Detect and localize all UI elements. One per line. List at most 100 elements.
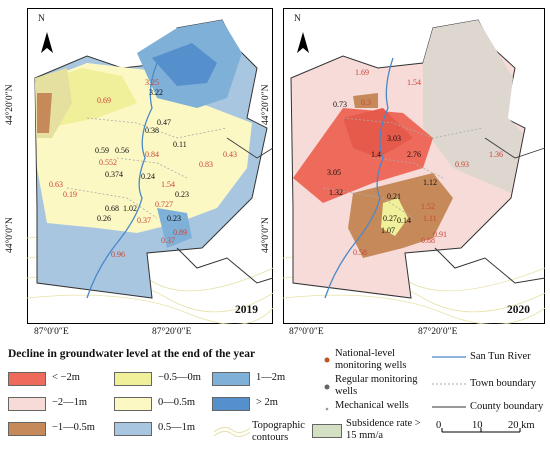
well-value: 0.56: [115, 146, 129, 155]
well-value: 1.52: [421, 202, 435, 211]
well-value: 3.05: [327, 168, 341, 177]
well-value: 1.07: [381, 226, 395, 235]
legend-national: National-level monitoring wells: [335, 348, 407, 371]
county-boundary-icon: [432, 406, 466, 408]
well-value: 0.37: [161, 236, 175, 245]
well-value: 1.4: [371, 150, 381, 159]
lon-label-right-2: 87°20′0″E: [418, 327, 458, 337]
north-label: N: [38, 14, 45, 24]
well-value: 0.69: [97, 96, 111, 105]
scale-bar: [441, 428, 521, 433]
legend-county: County boundary: [470, 401, 544, 412]
well-value: 0.89: [173, 228, 187, 237]
lon-label-left: 87°0′0″E: [34, 327, 69, 337]
well-value: 0.37: [137, 216, 151, 225]
well-value: 1.11: [423, 214, 437, 223]
subsidence-swatch: [312, 424, 342, 438]
san-tun-river: [86, 62, 158, 299]
well-value: 0.96: [111, 250, 125, 259]
well-value: 0.38: [145, 126, 159, 135]
well-value: 3.25: [145, 78, 159, 87]
well-value: 0.83: [199, 160, 213, 169]
legend-swatch: [212, 397, 250, 411]
well-value: 0.24: [141, 172, 155, 181]
scale-20: 20 km: [508, 420, 535, 431]
scale-10: 10: [472, 420, 483, 431]
well-value: 3.22: [149, 88, 163, 97]
well-value: 0.43: [223, 150, 237, 159]
well-value: 0.93: [455, 160, 469, 169]
legend-regular: Regular monitoring wells: [335, 374, 418, 397]
map-2020: N 2020 1.69 1.54 0.73 0.3 3.03 2.76 1.4 …: [283, 8, 545, 324]
legend-swatch: [8, 397, 46, 411]
well-value: 0.21: [387, 192, 401, 201]
legend-swatch: [114, 397, 152, 411]
well-value: 0.727: [155, 200, 173, 209]
legend-town: Town boundary: [470, 378, 537, 389]
well-value: 0.63: [49, 180, 63, 189]
well-value: 1.36: [489, 150, 503, 159]
well-value: 0.59: [95, 146, 109, 155]
well-value: 0.3: [361, 98, 371, 107]
legend-label: 0.5—1m: [158, 422, 196, 433]
well-value: 0.84: [145, 150, 159, 159]
regular-well-icon: [324, 384, 330, 390]
well-value: 2.76: [407, 150, 421, 159]
legend-river: San Tun River: [470, 351, 531, 362]
north-label: N: [294, 14, 301, 24]
well-value: 0.58: [353, 248, 367, 257]
legend-subsidence: Subsidence rate > 15 mm/a: [346, 418, 421, 441]
year-label: 2020: [507, 304, 530, 316]
legend-label: 0—0.5m: [158, 397, 196, 408]
legend-label: −0.5—0m: [158, 372, 201, 383]
legend-swatch: [8, 372, 46, 386]
year-label: 2019: [235, 304, 258, 316]
legend-swatch: [212, 372, 250, 386]
topographic-contour-icon: [213, 426, 251, 438]
legend-swatch: [114, 372, 152, 386]
well-value: 0.47: [157, 118, 171, 127]
well-value: 1.69: [355, 68, 369, 77]
well-value: 1.54: [407, 78, 421, 87]
legend-label: −1—0.5m: [52, 422, 95, 433]
legend-swatch: [114, 422, 152, 436]
north-arrow: [41, 32, 53, 53]
legend-mechanical: Mechanical wells: [335, 400, 409, 411]
well-value: 0.14: [397, 216, 411, 225]
well-value: 0.19: [63, 190, 77, 199]
well-value: 1.02: [123, 204, 137, 213]
lon-label-right: 87°20′0″E: [152, 327, 192, 337]
legend-label: > 2m: [256, 397, 278, 408]
north-arrow: [297, 32, 309, 53]
lat-label-top: 44°20′0″N: [5, 84, 15, 125]
well-value: 0.27: [383, 214, 397, 223]
national-well-icon: [324, 357, 330, 363]
lat-label-top-right: 44°20′0″N: [261, 84, 271, 125]
mechanical-well-icon: [325, 407, 329, 411]
well-value: 1.54: [161, 180, 175, 189]
well-value: 0.23: [175, 190, 189, 199]
legend-title: Decline in groundwater level at the end …: [8, 348, 256, 360]
lon-label-left-2: 87°0′0″E: [289, 327, 324, 337]
well-value: 1.12: [423, 178, 437, 187]
legend-label: 1—2m: [256, 372, 286, 383]
river-line-icon: [432, 356, 466, 358]
lat-label-bottom-right: 44°0′0″N: [261, 217, 271, 253]
scale-0: 0: [436, 420, 442, 431]
lat-label-bottom: 44°0′0″N: [5, 217, 15, 253]
legend-label: −2—1m: [52, 397, 88, 408]
well-value: 0.91: [433, 230, 447, 239]
well-value: 3.03: [387, 134, 401, 143]
san-tun-river: [324, 57, 394, 299]
well-value: 1.32: [329, 188, 343, 197]
well-value: 0.73: [333, 100, 347, 109]
well-value: 0.374: [105, 170, 123, 179]
well-value: 0.552: [99, 158, 117, 167]
well-value: 0.88: [421, 236, 435, 245]
well-value: 0.23: [167, 214, 181, 223]
well-value: 0.11: [173, 140, 187, 149]
town-boundary-icon: [432, 383, 466, 385]
legend-swatch: [8, 422, 46, 436]
well-value: 0.26: [97, 214, 111, 223]
map-2019: N 2019 3.25 3.22 0.69 0.47 0.38 0.11 0.5…: [27, 8, 273, 324]
